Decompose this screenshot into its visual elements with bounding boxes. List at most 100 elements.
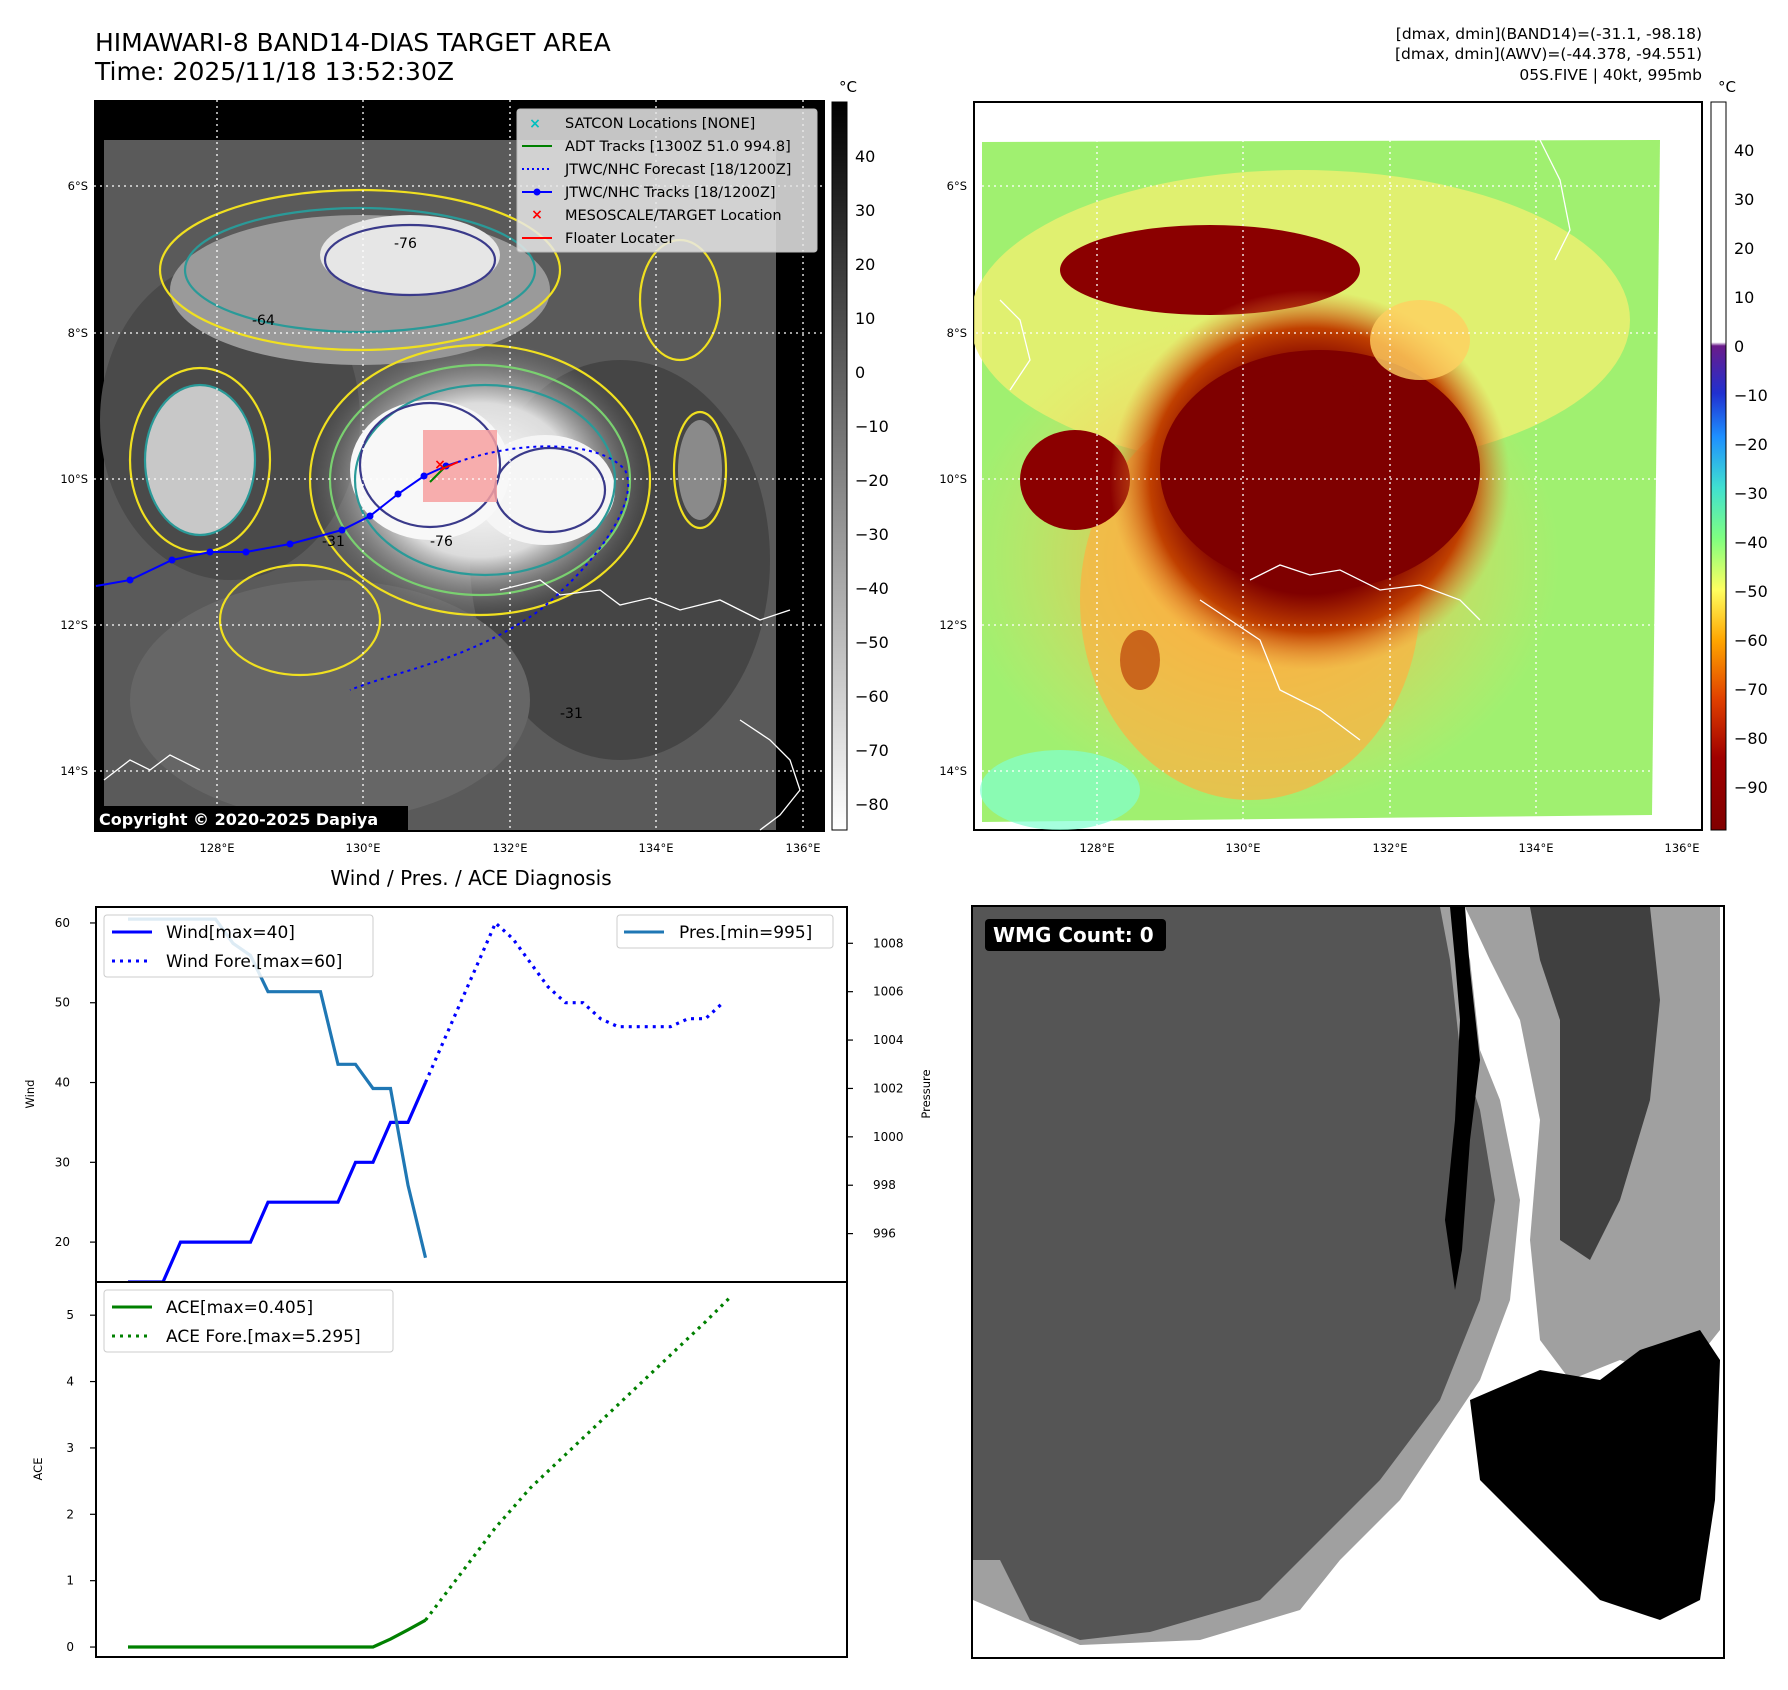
colorbar-tick: −60 bbox=[855, 687, 889, 706]
legend-label: MESOSCALE/TARGET Location bbox=[565, 208, 782, 224]
satcon-marker-icon: × bbox=[529, 116, 541, 132]
colorbar-tick: 30 bbox=[1734, 190, 1754, 209]
ace-line bbox=[128, 1618, 427, 1649]
colorbar-tick: 40 bbox=[1734, 141, 1754, 160]
ace-tick-label: 3 bbox=[66, 1441, 74, 1455]
colorbar-tick: −80 bbox=[855, 795, 889, 814]
lat-label: 6°S bbox=[68, 179, 88, 193]
colorbar-tick: −80 bbox=[1734, 729, 1768, 748]
track-legend-dot bbox=[533, 188, 541, 196]
ir-colorbar-unit: °C bbox=[839, 78, 857, 96]
legend-label: Wind[max=40] bbox=[166, 923, 295, 943]
colorbar-tick: 0 bbox=[1734, 337, 1744, 356]
colorbar-tick: −20 bbox=[1734, 435, 1768, 454]
copyright: Copyright © 2020-2025 Dapiya bbox=[99, 810, 378, 829]
wind-tick-label: 50 bbox=[55, 996, 70, 1010]
band14-range: [dmax, dmin](BAND14)=(-31.1, -98.18) bbox=[1396, 25, 1702, 43]
ace-legend: ACE[max=0.405] ACE Fore.[max=5.295] bbox=[103, 1289, 394, 1353]
legend-label: ACE Fore.[max=5.295] bbox=[166, 1327, 361, 1347]
contour-label: -31 bbox=[560, 706, 583, 722]
legend-label: Pres.[min=995] bbox=[679, 923, 812, 943]
contour-label: -76 bbox=[430, 534, 453, 550]
pressure-y-ticks: 1008 1006 1004 1002 1000 998 996 bbox=[847, 936, 904, 1241]
colorbar-tick: −70 bbox=[855, 741, 889, 760]
lat-label: 6°S bbox=[947, 179, 967, 193]
target-marker: × bbox=[434, 457, 446, 473]
figure-title: HIMAWARI-8 BAND14-DIAS TARGET AREA bbox=[95, 28, 611, 57]
lon-label: 134°E bbox=[1519, 841, 1554, 855]
awv-range: [dmax, dmin](AWV)=(-44.378, -94.551) bbox=[1395, 45, 1702, 63]
colorbar-tick: −40 bbox=[1734, 533, 1768, 552]
legend-label: JTWC/NHC Tracks [18/1200Z] bbox=[564, 185, 776, 201]
colorbar-tick: −20 bbox=[855, 471, 889, 490]
lon-label: 132°E bbox=[493, 841, 528, 855]
colorbar-tick: 10 bbox=[1734, 288, 1754, 307]
contour-label: -64 bbox=[252, 313, 275, 329]
wind-pressure-chart: 60 50 40 30 20 1008 1006 1004 1002 1000 998 996 Wi… bbox=[23, 906, 933, 1284]
colorbar-tick: −30 bbox=[855, 525, 889, 544]
lon-label: 136°E bbox=[786, 841, 821, 855]
colorbar-tick: −60 bbox=[1734, 631, 1768, 650]
awv-colorbar bbox=[1710, 101, 1727, 831]
colorbar-tick: 40 bbox=[855, 147, 875, 166]
lat-label: 12°S bbox=[939, 618, 967, 632]
pressure-tick-label: 1008 bbox=[873, 936, 904, 950]
colorbar-tick: −40 bbox=[855, 579, 889, 598]
legend-label: JTWC/NHC Forecast [18/1200Z] bbox=[564, 162, 791, 178]
wind-tick-label: 20 bbox=[55, 1235, 70, 1249]
lon-label: 130°E bbox=[1226, 841, 1261, 855]
wmg-image bbox=[973, 907, 1720, 1645]
legend-label: SATCON Locations [NONE] bbox=[565, 116, 755, 132]
contour-label: -31 bbox=[322, 534, 345, 550]
colorbar-tick: −70 bbox=[1734, 680, 1768, 699]
wind-y-ticks: 60 50 40 30 20 bbox=[55, 916, 96, 1249]
awv-gridlines bbox=[976, 104, 1700, 828]
lon-label: 128°E bbox=[200, 841, 235, 855]
colorbar-tick: −90 bbox=[1734, 778, 1768, 797]
lat-label: 14°S bbox=[60, 764, 88, 778]
ir-legend: × × SATCON Locations [NONE] ADT Tracks [… bbox=[516, 108, 818, 253]
colorbar-tick: −10 bbox=[855, 417, 889, 436]
ace-tick-label: 2 bbox=[66, 1507, 74, 1521]
awv-lat-labels: 6°S 8°S 10°S 12°S 14°S bbox=[939, 179, 967, 778]
colorbar-tick: 20 bbox=[1734, 239, 1754, 258]
lat-label: 12°S bbox=[60, 618, 88, 632]
colorbar-tick: 10 bbox=[855, 309, 875, 328]
ace-series bbox=[128, 1294, 733, 1649]
wmg-count: WMG Count: 0 bbox=[993, 923, 1154, 947]
pressure-tick-label: 1004 bbox=[873, 1033, 904, 1047]
wmg-panel: WMG Count: 0 bbox=[971, 905, 1725, 1659]
lat-label: 10°S bbox=[60, 472, 88, 486]
target-box bbox=[423, 430, 497, 502]
wind-axis-label: Wind bbox=[23, 1080, 37, 1109]
jtwc-forecast-track bbox=[349, 445, 630, 691]
colorbar-tick: −10 bbox=[1734, 386, 1768, 405]
ace-forecast-line bbox=[424, 1294, 733, 1622]
contour-label: -76 bbox=[394, 236, 417, 252]
pressure-legend: Pres.[min=995] bbox=[616, 914, 834, 949]
legend-label: ADT Tracks [1300Z 51.0 994.8] bbox=[565, 139, 791, 155]
lon-label: 128°E bbox=[1080, 841, 1115, 855]
lon-label: 136°E bbox=[1665, 841, 1700, 855]
pressure-tick-label: 996 bbox=[873, 1227, 896, 1241]
lat-label: 10°S bbox=[939, 472, 967, 486]
colorbar-tick: −30 bbox=[1734, 484, 1768, 503]
ace-chart: 5 4 3 2 1 0 ACE ACE[max=0.405] ACE Fore.[max=… bbox=[31, 1281, 848, 1658]
ir-lon-labels: 128°E 130°E 132°E 134°E 136°E bbox=[200, 841, 821, 855]
lat-label: 14°S bbox=[939, 764, 967, 778]
lon-label: 132°E bbox=[1373, 841, 1408, 855]
wind-tick-label: 60 bbox=[55, 916, 70, 930]
pressure-tick-label: 1002 bbox=[873, 1081, 904, 1095]
ir-lat-labels: 6°S 8°S 10°S 12°S 14°S bbox=[60, 179, 88, 778]
colorbar-tick: −50 bbox=[855, 633, 889, 652]
lon-label: 130°E bbox=[346, 841, 381, 855]
wind-tick-label: 40 bbox=[55, 1076, 70, 1090]
pressure-tick-label: 1006 bbox=[873, 985, 904, 999]
wind-forecast-line bbox=[424, 920, 725, 1084]
awv-colorbar-unit: °C bbox=[1718, 78, 1736, 96]
diagnosis-title: Wind / Pres. / ACE Diagnosis bbox=[330, 866, 611, 890]
awv-colorbar-ticks: 40 30 20 10 0 −10 −20 −30 −40 −50 −60 −7… bbox=[1734, 141, 1768, 797]
legend-label: Floater Locater bbox=[565, 231, 674, 247]
ir-panel: × -76 -64 -31 -76 -31 Copyright © 2020-2… bbox=[60, 78, 888, 855]
